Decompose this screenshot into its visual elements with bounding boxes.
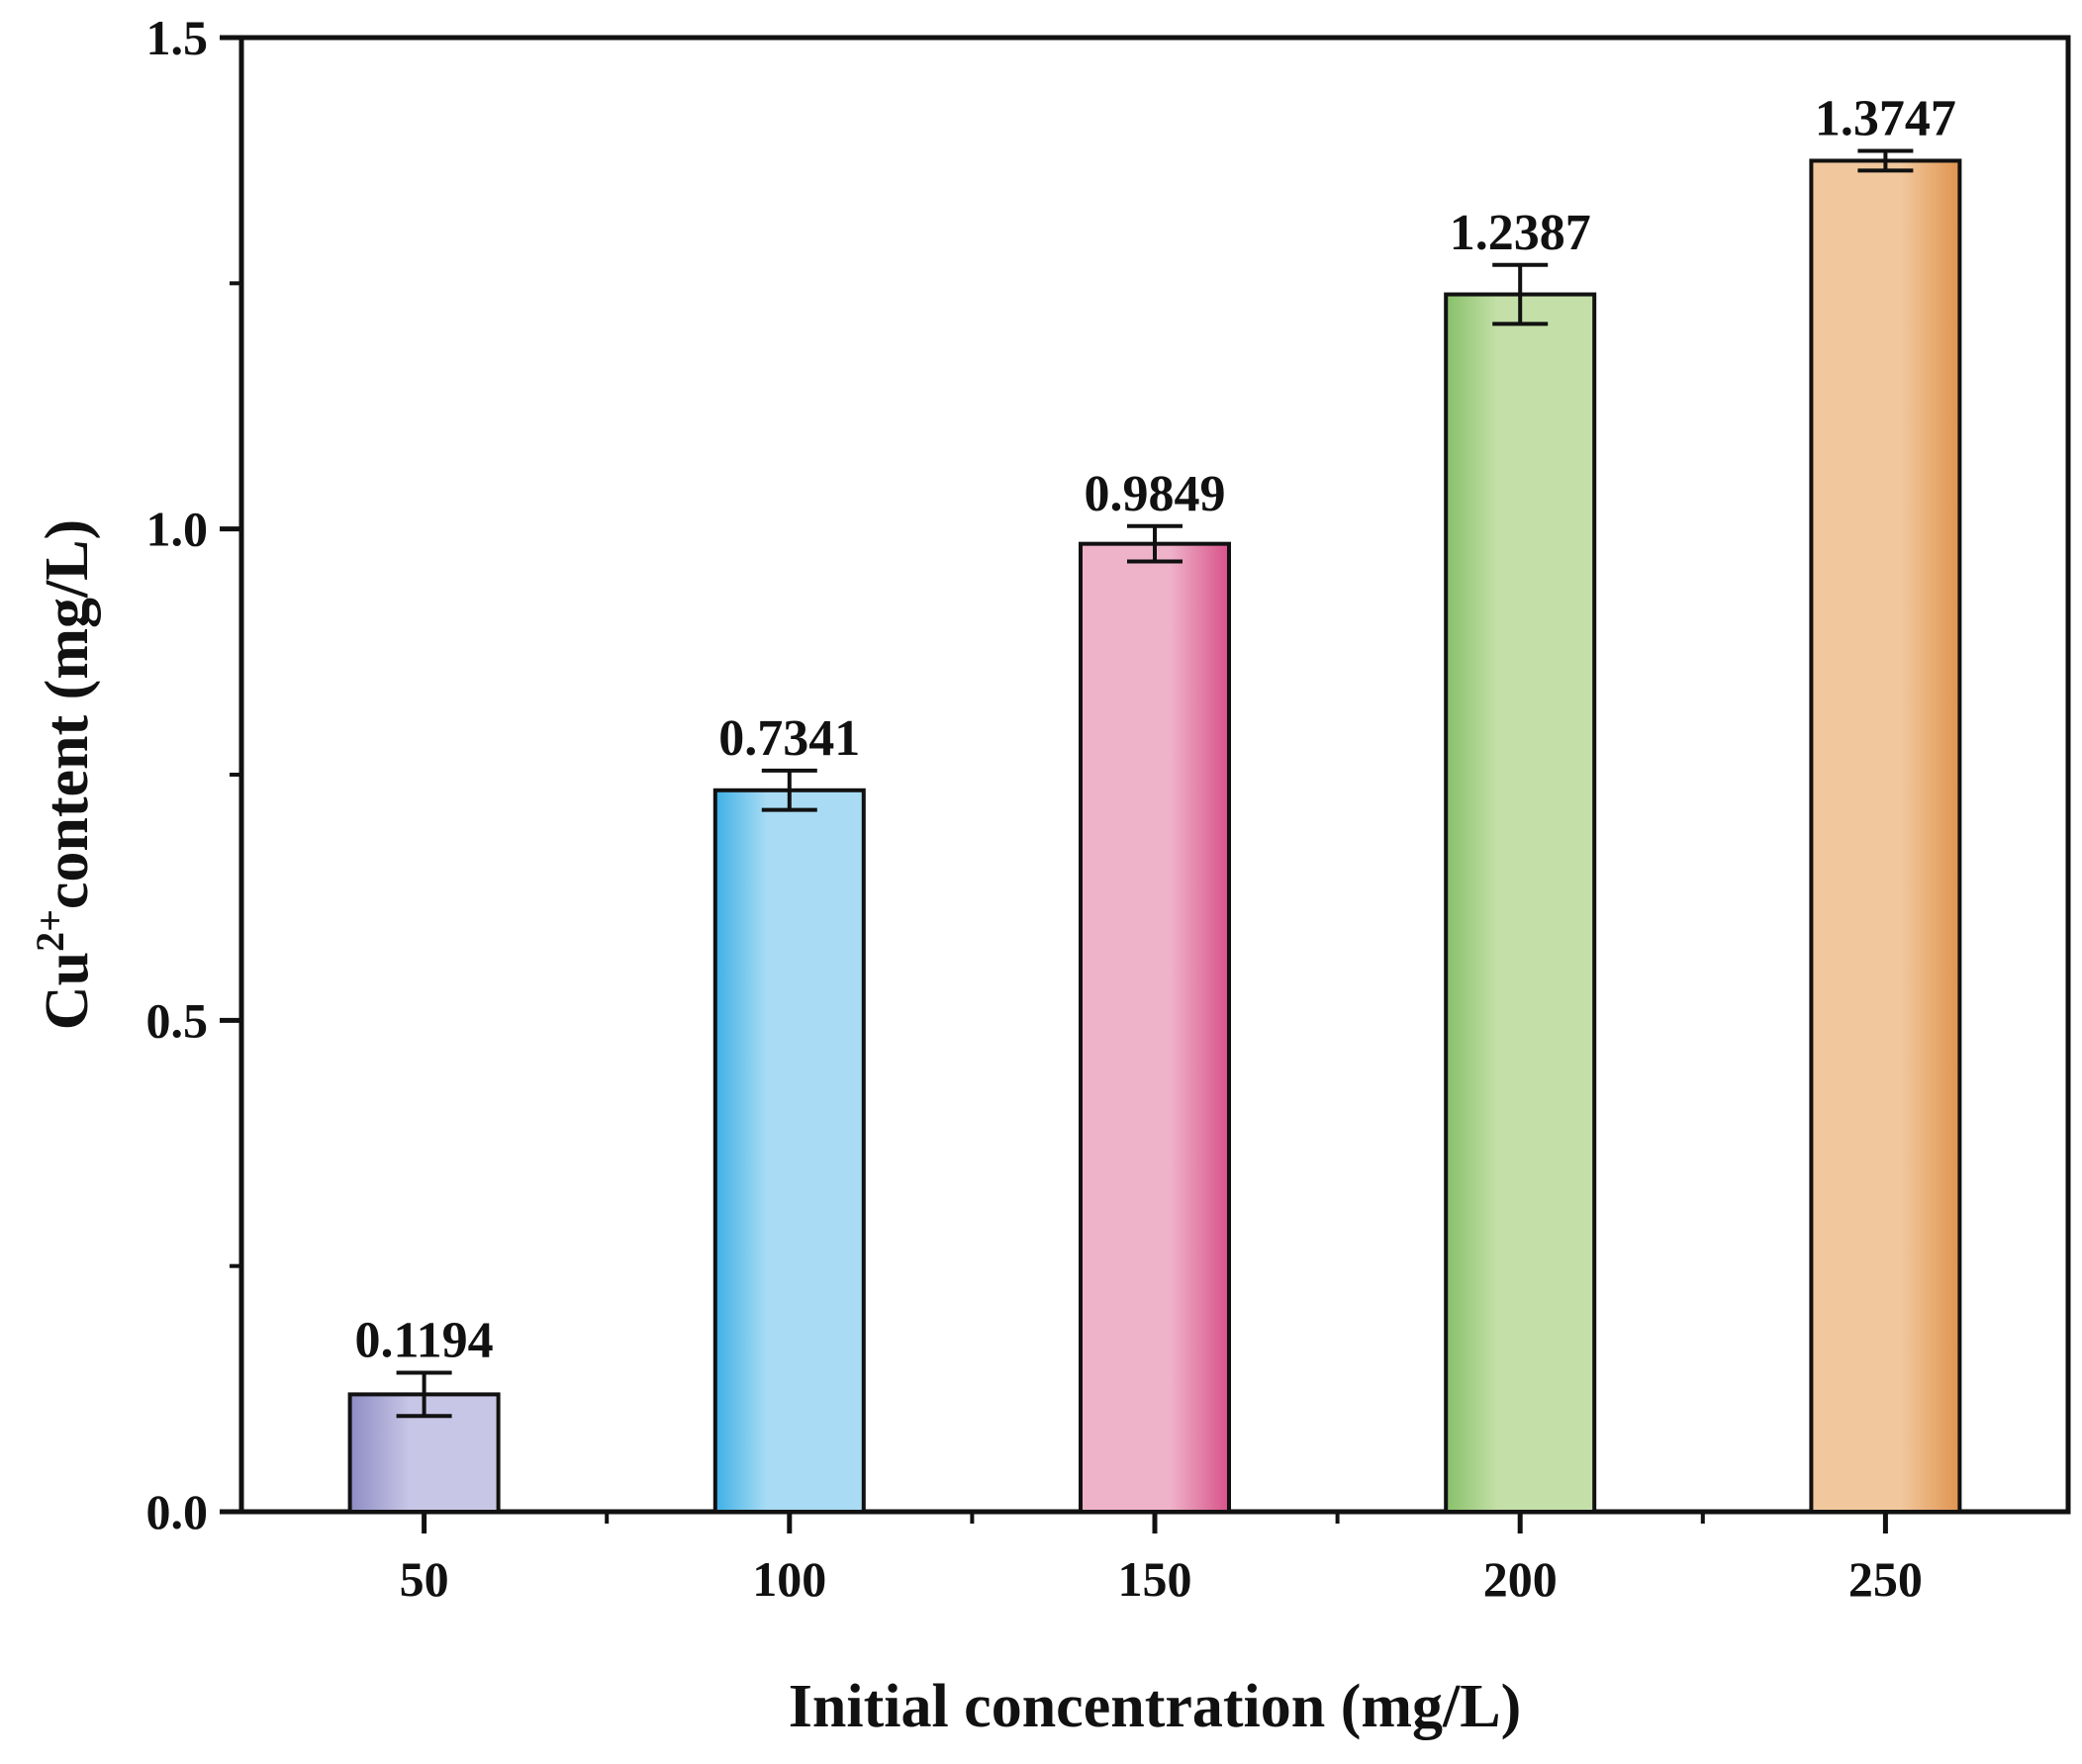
x-tick-label-250: 250 (1848, 1551, 1923, 1607)
y-tick-label: 1.5 (146, 10, 209, 65)
error-bar-100 (761, 768, 817, 812)
y-axis-title-suffix: content (mg/L) (34, 519, 101, 909)
data-label-100: 0.7341 (718, 710, 860, 767)
y-axis-title-superscript: 2+ (28, 909, 72, 952)
x-tick-label-150: 150 (1118, 1551, 1192, 1607)
bar-100 (712, 788, 866, 1514)
data-label-250: 1.3747 (1815, 91, 1956, 147)
error-bar-250 (1857, 148, 1914, 173)
bar-150 (1079, 541, 1231, 1514)
bar-200 (1444, 292, 1597, 1515)
y-axis-title: Cu2+content (mg/L) (28, 519, 101, 1030)
x-tick-label-100: 100 (752, 1551, 826, 1607)
x-tick-label-50: 50 (400, 1551, 449, 1607)
bar-250 (1809, 158, 1962, 1514)
x-tick-label-200: 200 (1483, 1551, 1558, 1607)
error-bar-50 (396, 1370, 452, 1419)
error-bar-200 (1492, 262, 1549, 326)
y-axis-title-prefix: Cu (34, 952, 101, 1030)
y-tick-label: 1.0 (146, 502, 209, 557)
y-tick-label: 0.5 (146, 992, 209, 1048)
data-label-150: 0.9849 (1085, 466, 1226, 522)
data-label-50: 0.1194 (355, 1313, 494, 1369)
data-label-200: 1.2387 (1450, 205, 1591, 261)
error-bar-150 (1127, 523, 1183, 564)
x-axis-title: Initial concentration (mg/L) (789, 1673, 1522, 1740)
y-tick-label: 0.0 (146, 1484, 209, 1539)
